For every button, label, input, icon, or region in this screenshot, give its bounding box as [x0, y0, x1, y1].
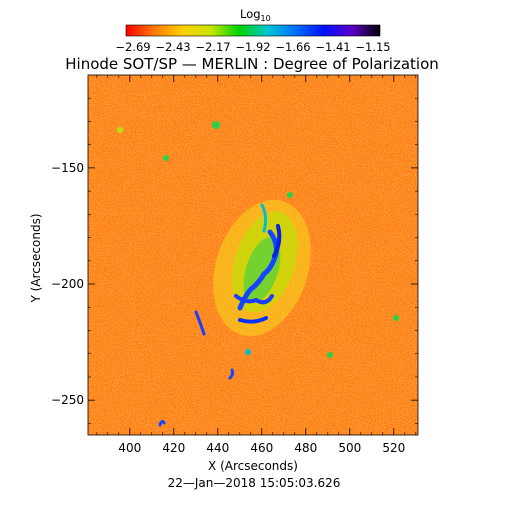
colorbar-tick-label: −1.15	[355, 40, 390, 54]
map-frame	[87, 74, 419, 436]
y-tick-label: −200	[51, 277, 84, 291]
x-tick-label: 420	[162, 441, 185, 455]
y-tick-label: −250	[51, 393, 84, 407]
x-axis-label: X (Arcseconds)	[208, 459, 298, 473]
colorbar-tick-label: −1.92	[235, 40, 270, 54]
active-region	[117, 121, 399, 427]
y-axis: −150 −200 −250	[51, 97, 418, 424]
y-tick-label: −150	[51, 161, 84, 175]
x-axis: 400 420 440 460 480 500 520	[96, 75, 417, 455]
x-tick-label: 520	[382, 441, 405, 455]
colorbar-tick-label: −1.66	[275, 40, 310, 54]
plot-title: Hinode SOT/SP — MERLIN : Degree of Polar…	[65, 55, 439, 73]
colorbar-gradient	[125, 24, 381, 37]
polarization-map	[88, 75, 418, 435]
x-tick-label: 440	[206, 441, 229, 455]
x-tick-label: 460	[250, 441, 273, 455]
x-tick-label: 500	[338, 441, 361, 455]
colorbar-title: Log10	[240, 7, 271, 23]
colorbar-tick-label: −2.69	[115, 40, 150, 54]
y-axis-label: Y (Arcseconds)	[29, 213, 43, 303]
colorbar-tick-label: −2.17	[195, 40, 230, 54]
x-tick-label: 480	[294, 441, 317, 455]
x-tick-label: 400	[118, 441, 141, 455]
colorbar-labels: −2.69 −2.43 −2.17 −1.92 −1.66 −1.41 −1.15	[115, 40, 390, 54]
colorbar: Log10 −2.69 −2.43 −2.17 −1.92 −1.66 −1.41 −1.1…	[115, 7, 390, 54]
observation-timestamp: 22—Jan—2018 15:05:03.626	[168, 476, 341, 490]
colorbar-tick-label: −2.43	[155, 40, 190, 54]
colorbar-tick-label: −1.41	[315, 40, 350, 54]
